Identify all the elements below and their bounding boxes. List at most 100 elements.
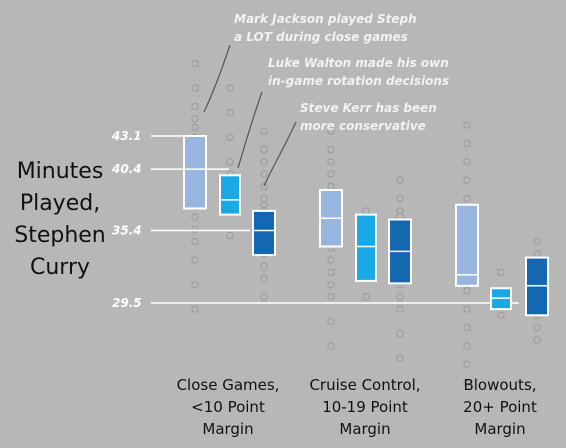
data-point-3-1-12 [463, 176, 471, 184]
annotation-3-line-1: Steve Kerr has been [300, 101, 437, 115]
annotation-1-line-1: Mark Jackson played Steph [234, 12, 417, 26]
box-2-2 [355, 213, 377, 282]
data-point-3-1-13 [463, 158, 471, 166]
ylabel-line-2: Played, [20, 191, 100, 216]
annotation-3-line-2: more conservative [300, 119, 426, 133]
category-2-line-1: Cruise Control, [309, 376, 420, 394]
annotation-2-line-2: in-game rotation decisions [268, 74, 449, 88]
category-2-line-3: Margin [339, 420, 390, 438]
data-point-3-2-4 [497, 268, 505, 277]
category-1-line-2: <10 Point [191, 398, 265, 416]
data-point-1-1-2 [191, 280, 199, 289]
category-labels: Close Games, <10 Point Margin Cruise Con… [177, 376, 537, 438]
box-1-1 [183, 135, 207, 210]
data-point-1-3-15 [260, 170, 268, 178]
data-point-2-3-18 [396, 176, 404, 184]
data-point-3-1-3 [463, 342, 471, 350]
data-point-3-1-14 [463, 139, 471, 148]
data-point-2-3-1 [396, 354, 404, 362]
data-point-2-2-7 [362, 207, 370, 215]
data-point-1-2-8 [226, 133, 234, 141]
data-point-1-3-3 [260, 262, 268, 270]
y-tick-label-35.4: 35.4 [112, 224, 142, 238]
data-point-1-3-12 [260, 201, 268, 209]
data-point-1-1-6 [191, 213, 199, 221]
data-point-1-3-16 [260, 158, 268, 166]
annotation-1-leader [203, 44, 231, 113]
data-point-3-1-6 [463, 287, 471, 295]
data-point-2-1-6 [327, 256, 335, 264]
category-3-line-3: Margin [474, 420, 525, 438]
category-1-line-3: Margin [202, 420, 253, 438]
ylabel-line-3: Stephen [14, 223, 106, 248]
data-point-2-1-4 [327, 280, 335, 289]
data-point-3-3-9 [533, 237, 541, 246]
category-1-line-1: Close Games, [177, 376, 280, 394]
category-3-line-2: 20+ Point [463, 398, 537, 416]
data-point-1-1-4 [191, 237, 199, 246]
data-point-1-3-1 [260, 293, 268, 301]
annotation-1-line-2: a LOT during close games [234, 30, 408, 44]
data-point-3-3-8 [533, 250, 541, 258]
data-point-1-3-17 [260, 145, 268, 154]
data-point-2-1-17 [327, 182, 335, 191]
y-tick-label-43.1: 43.1 [111, 129, 142, 143]
data-point-2-1-20 [327, 145, 335, 154]
y-axis-title: Minutes Played, Stephen Curry [14, 159, 106, 280]
data-point-1-1-5 [191, 225, 199, 234]
data-point-1-1-1 [191, 305, 199, 313]
data-point-2-3-2 [396, 329, 404, 338]
data-point-3-1-4 [463, 323, 471, 332]
data-point-1-1-3 [191, 256, 199, 264]
data-point-2-1-19 [327, 158, 335, 166]
data-point-2-1-3 [327, 293, 335, 301]
data-point-3-1-5 [463, 305, 471, 313]
category-2-line-2: 10-19 Point [322, 398, 408, 416]
ylabel-line-4: Curry [30, 255, 90, 280]
data-point-2-1-21 [327, 127, 335, 135]
data-point-3-1-11 [463, 194, 471, 203]
data-point-1-1-20 [191, 59, 199, 68]
box-1-2 [219, 174, 241, 216]
data-point-1-3-13 [260, 194, 268, 203]
data-point-1-3-2 [260, 274, 268, 283]
data-point-1-2-1 [226, 231, 234, 240]
data-point-1-1-18 [191, 102, 199, 111]
annotation-3-leader [263, 121, 297, 187]
data-point-2-3-16 [396, 207, 404, 215]
data-point-1-2-10 [226, 84, 234, 92]
ylabel-line-1: Minutes [17, 159, 104, 184]
data-point-3-2-1 [497, 311, 505, 319]
data-point-2-1-1 [327, 342, 335, 350]
data-point-3-1-15 [463, 121, 471, 129]
data-point-2-3-4 [396, 293, 404, 301]
reference-lines: 43.1 40.4 35.4 29.5 [111, 129, 519, 310]
data-point-1-1-16 [191, 123, 199, 132]
data-point-3-3-2 [533, 323, 541, 332]
annotation-2-line-1: Luke Walton made his own [268, 56, 449, 70]
data-point-2-3-17 [396, 194, 404, 203]
category-3-line-1: Blowouts, [463, 376, 536, 394]
y-tick-label-29.5: 29.5 [112, 296, 142, 310]
data-point-3-1-2 [463, 360, 471, 369]
annotation-2-leader [237, 91, 263, 169]
data-point-3-1-1 [463, 379, 471, 387]
y-tick-label-40.4: 40.4 [111, 162, 142, 176]
data-point-1-3-18 [260, 127, 268, 135]
annotations: Mark Jackson played Steph a LOT during c… [203, 12, 449, 187]
data-point-1-2-9 [226, 108, 234, 117]
data-point-3-3-1 [533, 336, 541, 344]
data-point-2-1-5 [327, 268, 335, 277]
data-point-2-1-2 [327, 317, 335, 326]
data-point-1-2-7 [226, 158, 234, 166]
data-point-1-1-17 [191, 115, 199, 123]
data-point-2-2-1 [362, 293, 370, 301]
box-series [183, 135, 549, 317]
box-3-1 [455, 203, 479, 287]
box-1-3 [252, 209, 276, 257]
data-point-2-1-18 [327, 170, 335, 178]
data-point-1-3-14 [260, 182, 268, 191]
data-point-2-3-3 [396, 305, 404, 313]
data-point-1-1-19 [191, 84, 199, 92]
